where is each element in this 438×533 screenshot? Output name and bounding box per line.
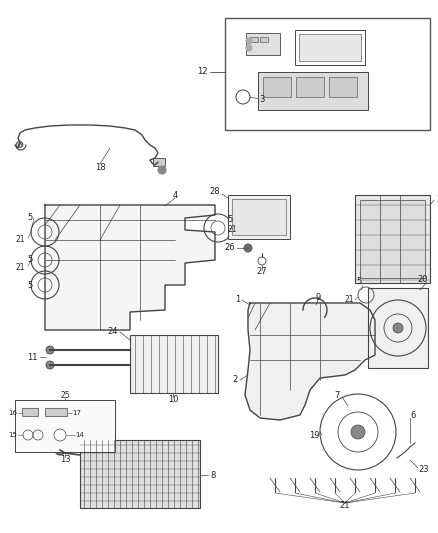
Bar <box>296 77 324 97</box>
Text: 3: 3 <box>259 94 265 103</box>
Text: 5: 5 <box>227 215 233 224</box>
Circle shape <box>393 323 403 333</box>
Bar <box>260 37 268 42</box>
Text: 21: 21 <box>15 263 25 272</box>
Circle shape <box>351 425 365 439</box>
Text: 15: 15 <box>8 432 17 438</box>
Circle shape <box>55 445 65 455</box>
Circle shape <box>246 38 252 44</box>
Bar <box>225 18 430 130</box>
Bar <box>299 34 361 61</box>
Text: 10: 10 <box>168 395 178 405</box>
Text: 20: 20 <box>417 276 428 285</box>
Circle shape <box>46 361 54 369</box>
Text: 2: 2 <box>233 376 238 384</box>
Text: 21: 21 <box>340 500 350 510</box>
Text: 16: 16 <box>8 410 17 416</box>
Text: 28: 28 <box>209 188 220 197</box>
Bar <box>250 37 258 42</box>
Text: 6: 6 <box>410 410 415 419</box>
Bar <box>15 400 115 452</box>
Text: 24: 24 <box>107 327 118 336</box>
Bar <box>153 158 165 166</box>
Text: 9: 9 <box>315 294 321 303</box>
Text: 5: 5 <box>357 278 362 287</box>
Text: 14: 14 <box>75 432 84 438</box>
Bar <box>232 199 286 235</box>
Circle shape <box>246 45 252 51</box>
Bar <box>263 77 291 97</box>
Text: 18: 18 <box>95 164 105 173</box>
Bar <box>45 408 67 416</box>
Bar <box>22 408 38 416</box>
Text: 25: 25 <box>60 392 70 400</box>
Text: 8: 8 <box>210 471 215 480</box>
Text: 13: 13 <box>60 456 71 464</box>
Text: 23: 23 <box>418 465 429 474</box>
Bar <box>228 195 290 239</box>
Text: 21: 21 <box>345 295 354 304</box>
Text: 26: 26 <box>224 244 235 253</box>
Text: 11: 11 <box>28 352 38 361</box>
Bar <box>355 195 430 283</box>
Bar <box>258 72 368 110</box>
Circle shape <box>244 244 252 252</box>
Bar <box>246 33 280 55</box>
Text: 17: 17 <box>72 410 81 416</box>
Circle shape <box>46 346 54 354</box>
Circle shape <box>158 166 166 174</box>
Text: 21: 21 <box>15 236 25 245</box>
Text: 5: 5 <box>28 255 33 264</box>
Bar <box>80 440 200 508</box>
Polygon shape <box>245 303 375 420</box>
Bar <box>368 288 428 368</box>
Text: 19: 19 <box>310 431 320 440</box>
Bar <box>295 30 365 65</box>
Text: 5: 5 <box>28 280 33 289</box>
Text: 4: 4 <box>173 191 178 200</box>
Bar <box>130 335 218 393</box>
Bar <box>329 77 357 97</box>
Polygon shape <box>45 205 215 330</box>
Text: 21: 21 <box>227 225 237 235</box>
Text: 12: 12 <box>198 68 208 77</box>
Bar <box>360 200 425 278</box>
Text: 7: 7 <box>335 391 340 400</box>
Text: 22: 22 <box>436 196 438 205</box>
Text: 5: 5 <box>28 214 33 222</box>
Text: 27: 27 <box>257 268 267 277</box>
Text: 1: 1 <box>235 295 240 303</box>
